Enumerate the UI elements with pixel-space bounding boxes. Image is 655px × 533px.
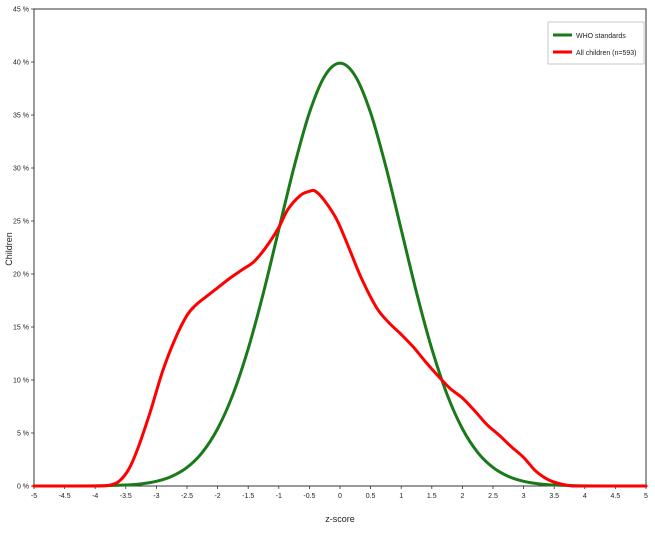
x-tick-label: -3 [153, 493, 159, 500]
y-tick-label: 5 % [17, 431, 29, 438]
x-tick-label: -1.5 [242, 493, 254, 500]
legend-box [547, 21, 645, 65]
x-tick-label: 1 [399, 493, 403, 500]
y-tick-label: 20 % [13, 272, 29, 279]
plot-area-frame [33, 8, 647, 487]
x-tick-label: -3.5 [120, 493, 132, 500]
x-tick-label: 2 [460, 493, 464, 500]
x-axis-title: z-score [325, 514, 355, 524]
who-standards-line [32, 61, 648, 488]
x-tick-label: 0 [338, 493, 342, 500]
x-tick-label: 3.5 [549, 493, 559, 500]
axes-layer: -5 -4.5 -4 -3.5 -3 -2.5 -2 -1.5 -1 -0.5 0 0.5 1 1.5 2 2… [13, 7, 648, 501]
y-tick-label: 25 % [13, 219, 29, 226]
x-tick-label: 4.5 [611, 493, 621, 500]
x-tick-label: 4 [583, 493, 587, 500]
x-tick-label: 3 [522, 493, 526, 500]
legend-label-who: WHO standards [576, 33, 626, 40]
x-tick-label: -2 [214, 493, 220, 500]
x-tick-label: -2.5 [181, 493, 193, 500]
legend-label-all-children: All children (n=593) [576, 50, 637, 57]
y-tick-label: 45 % [13, 7, 29, 14]
legend: WHO standards All children (n=593) [547, 21, 645, 65]
x-tick-label: -0.5 [303, 493, 315, 500]
x-tick-label: 2.5 [488, 493, 498, 500]
y-tick-label: 0 % [17, 484, 29, 491]
y-axis-title: Children [4, 232, 14, 266]
x-tick-label: 5 [644, 493, 648, 500]
y-tick-label: 30 % [13, 166, 29, 173]
series-layer [32, 61, 648, 488]
x-tick-label: 0.5 [366, 493, 376, 500]
y-tick-label: 15 % [13, 325, 29, 332]
y-tick-label: 40 % [13, 60, 29, 67]
all-children-line [32, 188, 648, 488]
x-tick-label: -4 [92, 493, 98, 500]
x-tick-label: 1.5 [427, 493, 437, 500]
y-tick-label: 35 % [13, 113, 29, 120]
y-tick-label: 10 % [13, 378, 29, 385]
x-tick-label: -4.5 [59, 493, 71, 500]
x-tick-label: -5 [31, 493, 37, 500]
x-tick-label: -1 [276, 493, 282, 500]
